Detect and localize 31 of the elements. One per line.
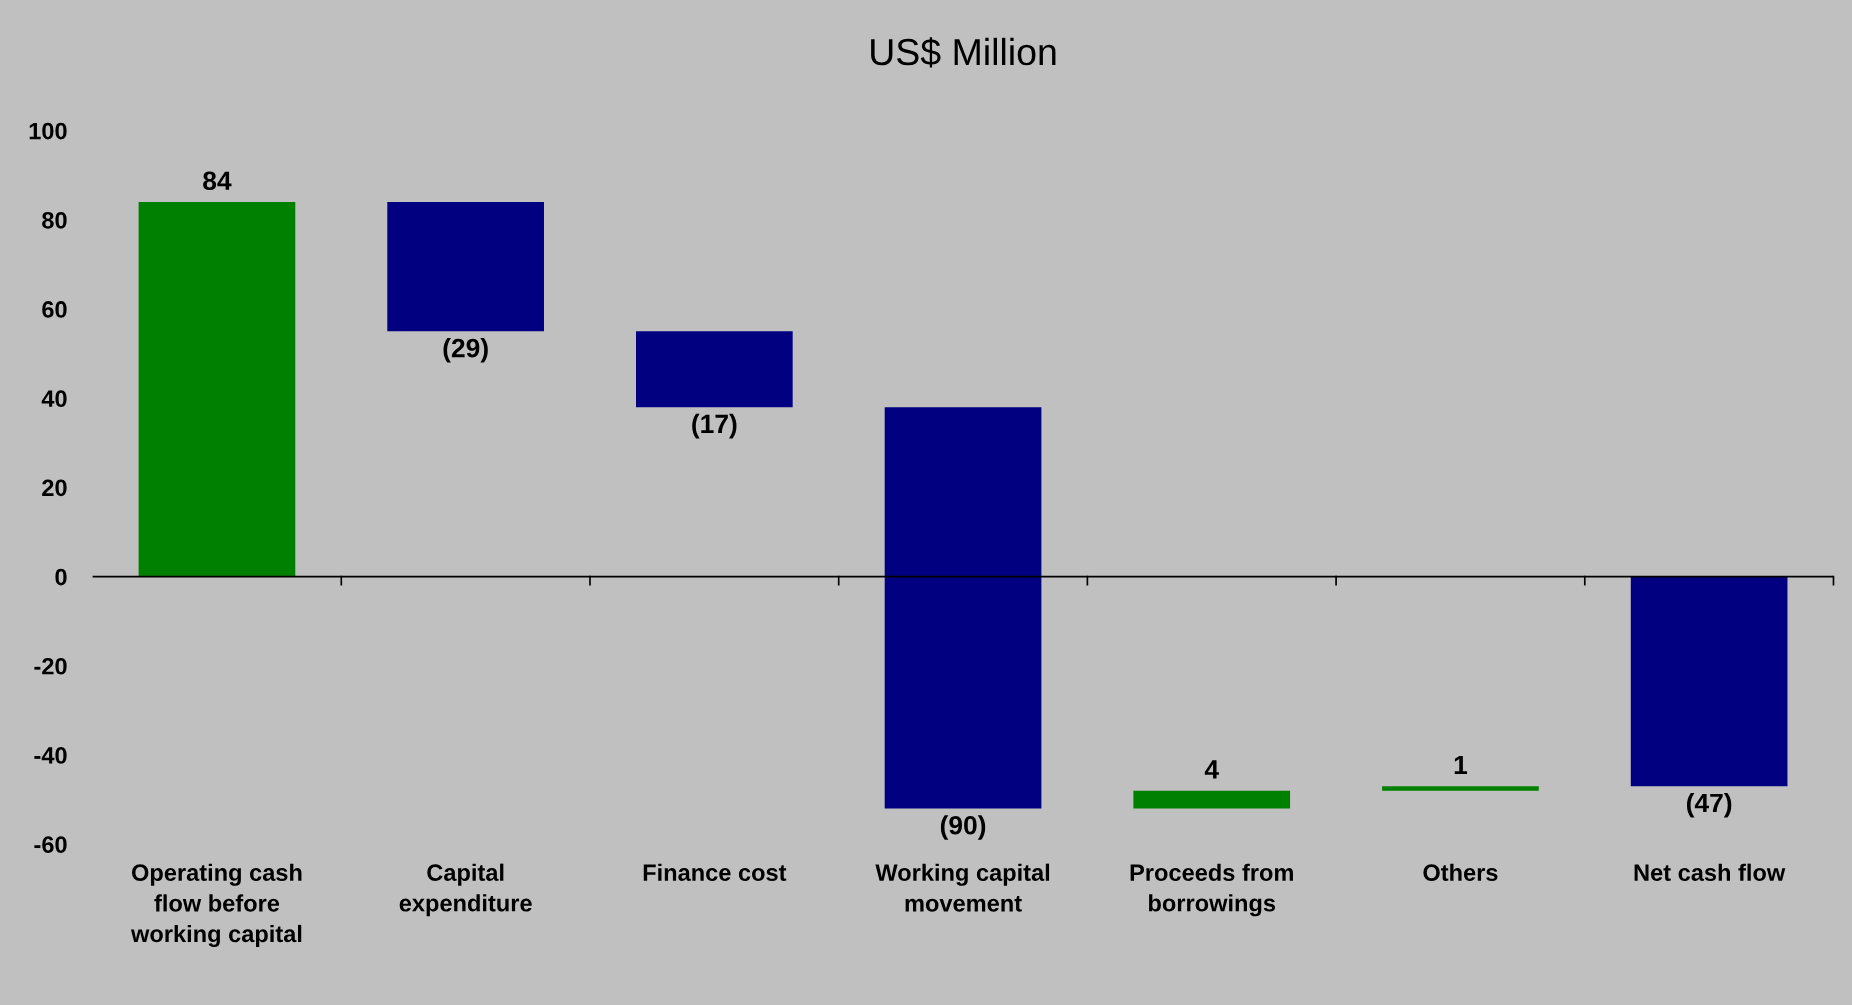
data-label: (47) xyxy=(1686,792,1732,818)
data-label: 84 xyxy=(203,171,232,191)
data-label: 4 xyxy=(1204,760,1219,779)
y-tick-label: 60 xyxy=(42,301,67,318)
x-tick-label: Others xyxy=(1423,863,1498,881)
chart-title: US$ Million xyxy=(871,37,1056,68)
bar xyxy=(387,202,544,332)
y-tick-label: 20 xyxy=(42,479,67,497)
data-label: (29) xyxy=(443,338,488,363)
bar xyxy=(636,331,793,408)
y-tick-label: 100 xyxy=(29,122,67,140)
data-label: (17) xyxy=(692,413,737,439)
y-tick-label: 40 xyxy=(41,390,67,408)
y-tick-label: 0 xyxy=(55,568,67,586)
bar xyxy=(884,407,1042,809)
y-tick-label: -40 xyxy=(34,747,67,764)
bar xyxy=(138,202,296,577)
x-tick-label: Proceeds from borrowings xyxy=(1130,863,1293,917)
y-tick-label: 80 xyxy=(42,211,67,229)
bar xyxy=(1382,786,1539,791)
y-tick-label: -60 xyxy=(34,836,67,853)
data-label: 1 xyxy=(1454,755,1468,775)
x-tick-label: Capital expenditure xyxy=(399,863,532,917)
y-tick-label: -20 xyxy=(34,657,67,675)
bar xyxy=(1133,790,1291,809)
x-tick-label: Operating cash flow before working capital xyxy=(130,863,302,947)
data-label: (90) xyxy=(940,815,986,840)
x-tick-label: Working capital movement xyxy=(875,863,1050,912)
x-tick-label: Finance cost xyxy=(643,863,787,881)
bar xyxy=(1630,576,1788,787)
x-tick-label: Net cash flow xyxy=(1634,863,1786,881)
